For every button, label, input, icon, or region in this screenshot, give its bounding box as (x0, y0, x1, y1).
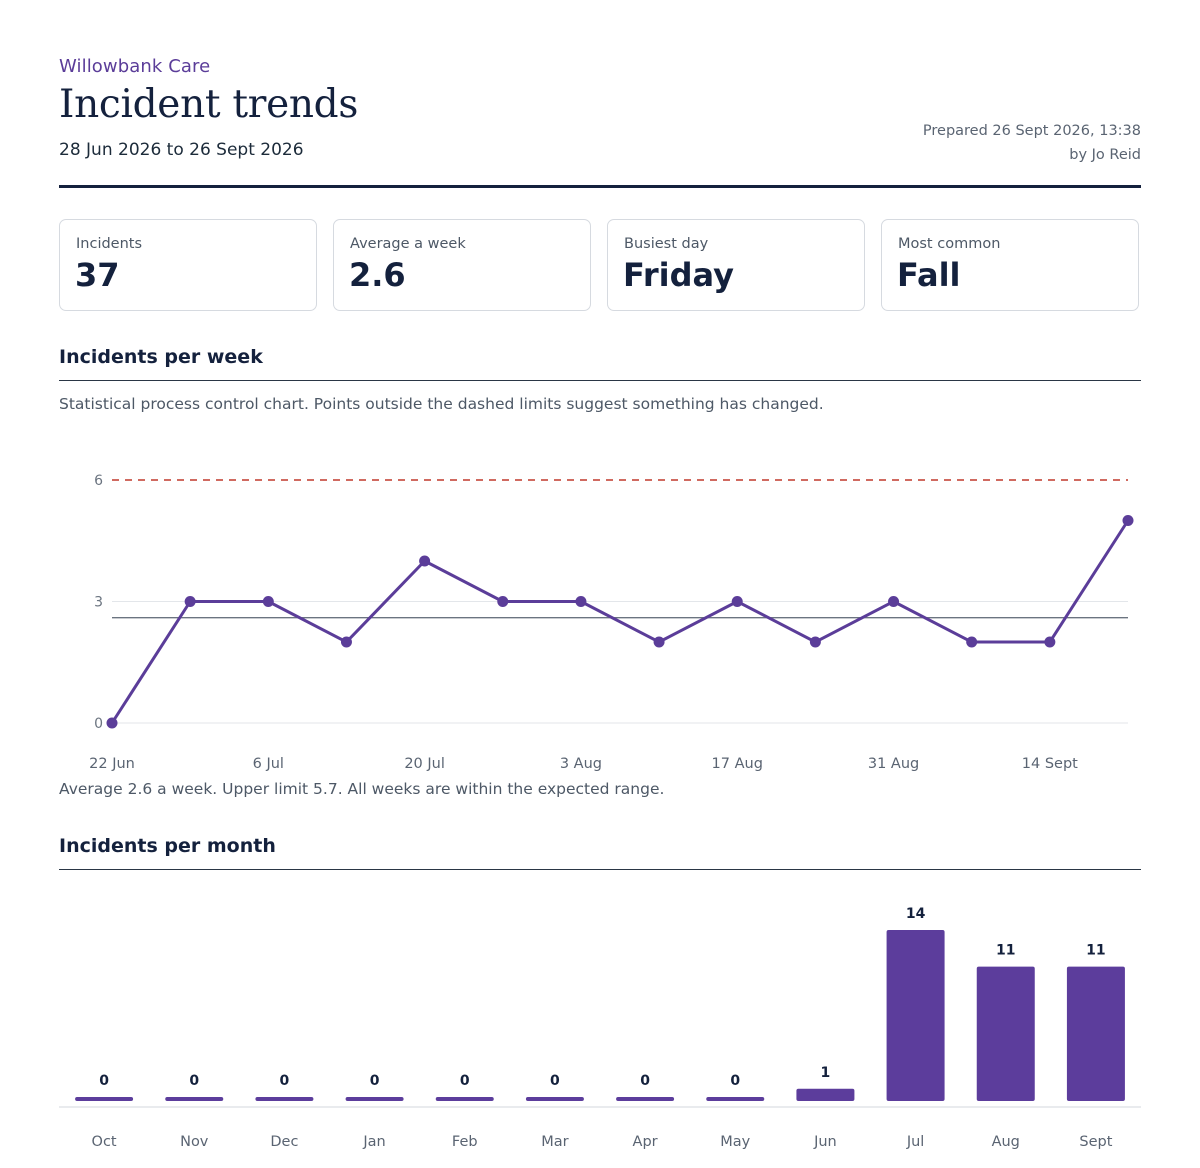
weekly-chart-summary: Average 2.6 a week. Upper limit 5.7. All… (59, 780, 665, 798)
x-tick-label: 3 Aug (560, 756, 602, 772)
y-tick-label: 6 (94, 473, 103, 489)
weekly-section-divider (59, 380, 1141, 381)
month-bar (165, 1097, 224, 1101)
card-label: Incidents (76, 236, 143, 252)
organisation-name: Willowbank Care (59, 56, 211, 77)
x-tick-label: 14 Sept (1022, 756, 1078, 772)
y-tick-label: 3 (94, 595, 103, 611)
weekly-point (575, 596, 587, 607)
weekly-point (419, 555, 431, 567)
weekly-point (106, 717, 118, 729)
weekly-point (340, 636, 352, 648)
bar-value-label: 0 (280, 1073, 290, 1089)
month-bar (796, 1088, 855, 1101)
bar-value-label: 0 (550, 1073, 560, 1089)
weekly-point (184, 596, 196, 607)
month-label: Aug (992, 1134, 1020, 1150)
bar-value-label: 0 (460, 1073, 470, 1089)
month-bar (525, 1097, 584, 1101)
x-tick-label: 22 Jun (89, 756, 135, 772)
x-tick-label: 31 Aug (868, 756, 919, 772)
card-value: Friday (623, 256, 734, 294)
month-bar (1066, 966, 1125, 1101)
month-label: Oct (92, 1134, 117, 1150)
weekly-control-chart: 0 3 6 22 Jun 6 Jul 20 Jul 3 Aug 17 Aug 31 Aug 14 … (89, 473, 1134, 772)
card-busiest-day: Busiest day Friday (607, 219, 865, 311)
date-range: 28 Jun 2026 to 26 Sept 2026 (59, 140, 304, 160)
bar-value-label: 11 (996, 943, 1015, 959)
bar-value-label: 1 (821, 1065, 831, 1081)
month-label: May (720, 1134, 750, 1150)
month-label: Apr (633, 1134, 658, 1150)
weekly-point (1044, 636, 1056, 648)
month-label: Sept (1079, 1134, 1112, 1150)
weekly-point (731, 596, 743, 607)
x-tick-label: 20 Jul (404, 756, 445, 772)
month-label: Feb (452, 1134, 478, 1150)
weekly-chart-description: Statistical process control chart. Point… (59, 395, 824, 413)
month-bar (616, 1097, 675, 1101)
prepared-date: Prepared 26 Sept 2026, 13:38 (922, 123, 1141, 139)
month-label: Jul (906, 1134, 925, 1150)
header-divider (59, 185, 1141, 188)
prepared-author: by Jo Reid (1069, 147, 1141, 163)
weekly-series-line (110, 519, 1130, 724)
weekly-point (653, 636, 665, 648)
weekly-point (809, 636, 821, 648)
month-label: Nov (180, 1134, 209, 1150)
card-incidents: Incidents 37 (59, 219, 317, 311)
month-bar (976, 966, 1035, 1101)
bar-value-label: 11 (1086, 943, 1105, 959)
card-average-week: Average a week 2.6 (333, 219, 591, 311)
monthly-section-title: Incidents per month (59, 835, 276, 857)
month-bar (255, 1097, 314, 1101)
card-value: Fall (897, 256, 961, 294)
prepared-info: Prepared 26 Sept 2026, 13:38 by Jo Reid (923, 119, 1141, 167)
weekly-point (1122, 515, 1134, 526)
month-bar (75, 1097, 134, 1101)
month-bar (345, 1097, 404, 1101)
bar-value-label: 14 (906, 906, 926, 922)
card-value: 37 (75, 256, 120, 294)
month-bar (886, 930, 945, 1101)
monthly-section-divider (59, 869, 1141, 870)
bar-value-label: 0 (730, 1073, 740, 1089)
x-tick-label: 6 Jul (253, 756, 284, 772)
summary-cards: Incidents 37 Average a week 2.6 Busiest … (59, 219, 1141, 313)
weekly-point (497, 596, 509, 607)
weekly-section-title: Incidents per week (59, 346, 263, 368)
weekly-point (262, 596, 274, 607)
card-label: Most common (898, 236, 1001, 252)
card-most-common: Most common Fall (881, 219, 1139, 311)
weekly-point (966, 636, 978, 648)
month-bar (435, 1097, 494, 1101)
card-label: Average a week (350, 236, 466, 252)
x-tick-label: 17 Aug (712, 756, 763, 772)
bar-value-label: 0 (370, 1073, 380, 1089)
month-label: Jun (813, 1134, 837, 1150)
weekly-point (888, 596, 900, 607)
bar-value-label: 0 (640, 1073, 650, 1089)
card-label: Busiest day (624, 236, 709, 252)
month-bar (706, 1097, 765, 1101)
y-tick-label: 0 (94, 716, 103, 732)
month-label: Mar (541, 1134, 568, 1150)
card-value: 2.6 (349, 256, 406, 294)
bar-value-label: 0 (189, 1073, 199, 1089)
month-label: Jan (362, 1134, 385, 1150)
month-label: Dec (270, 1134, 298, 1150)
page-title: Incident trends (59, 82, 359, 127)
bar-value-label: 0 (99, 1073, 109, 1089)
